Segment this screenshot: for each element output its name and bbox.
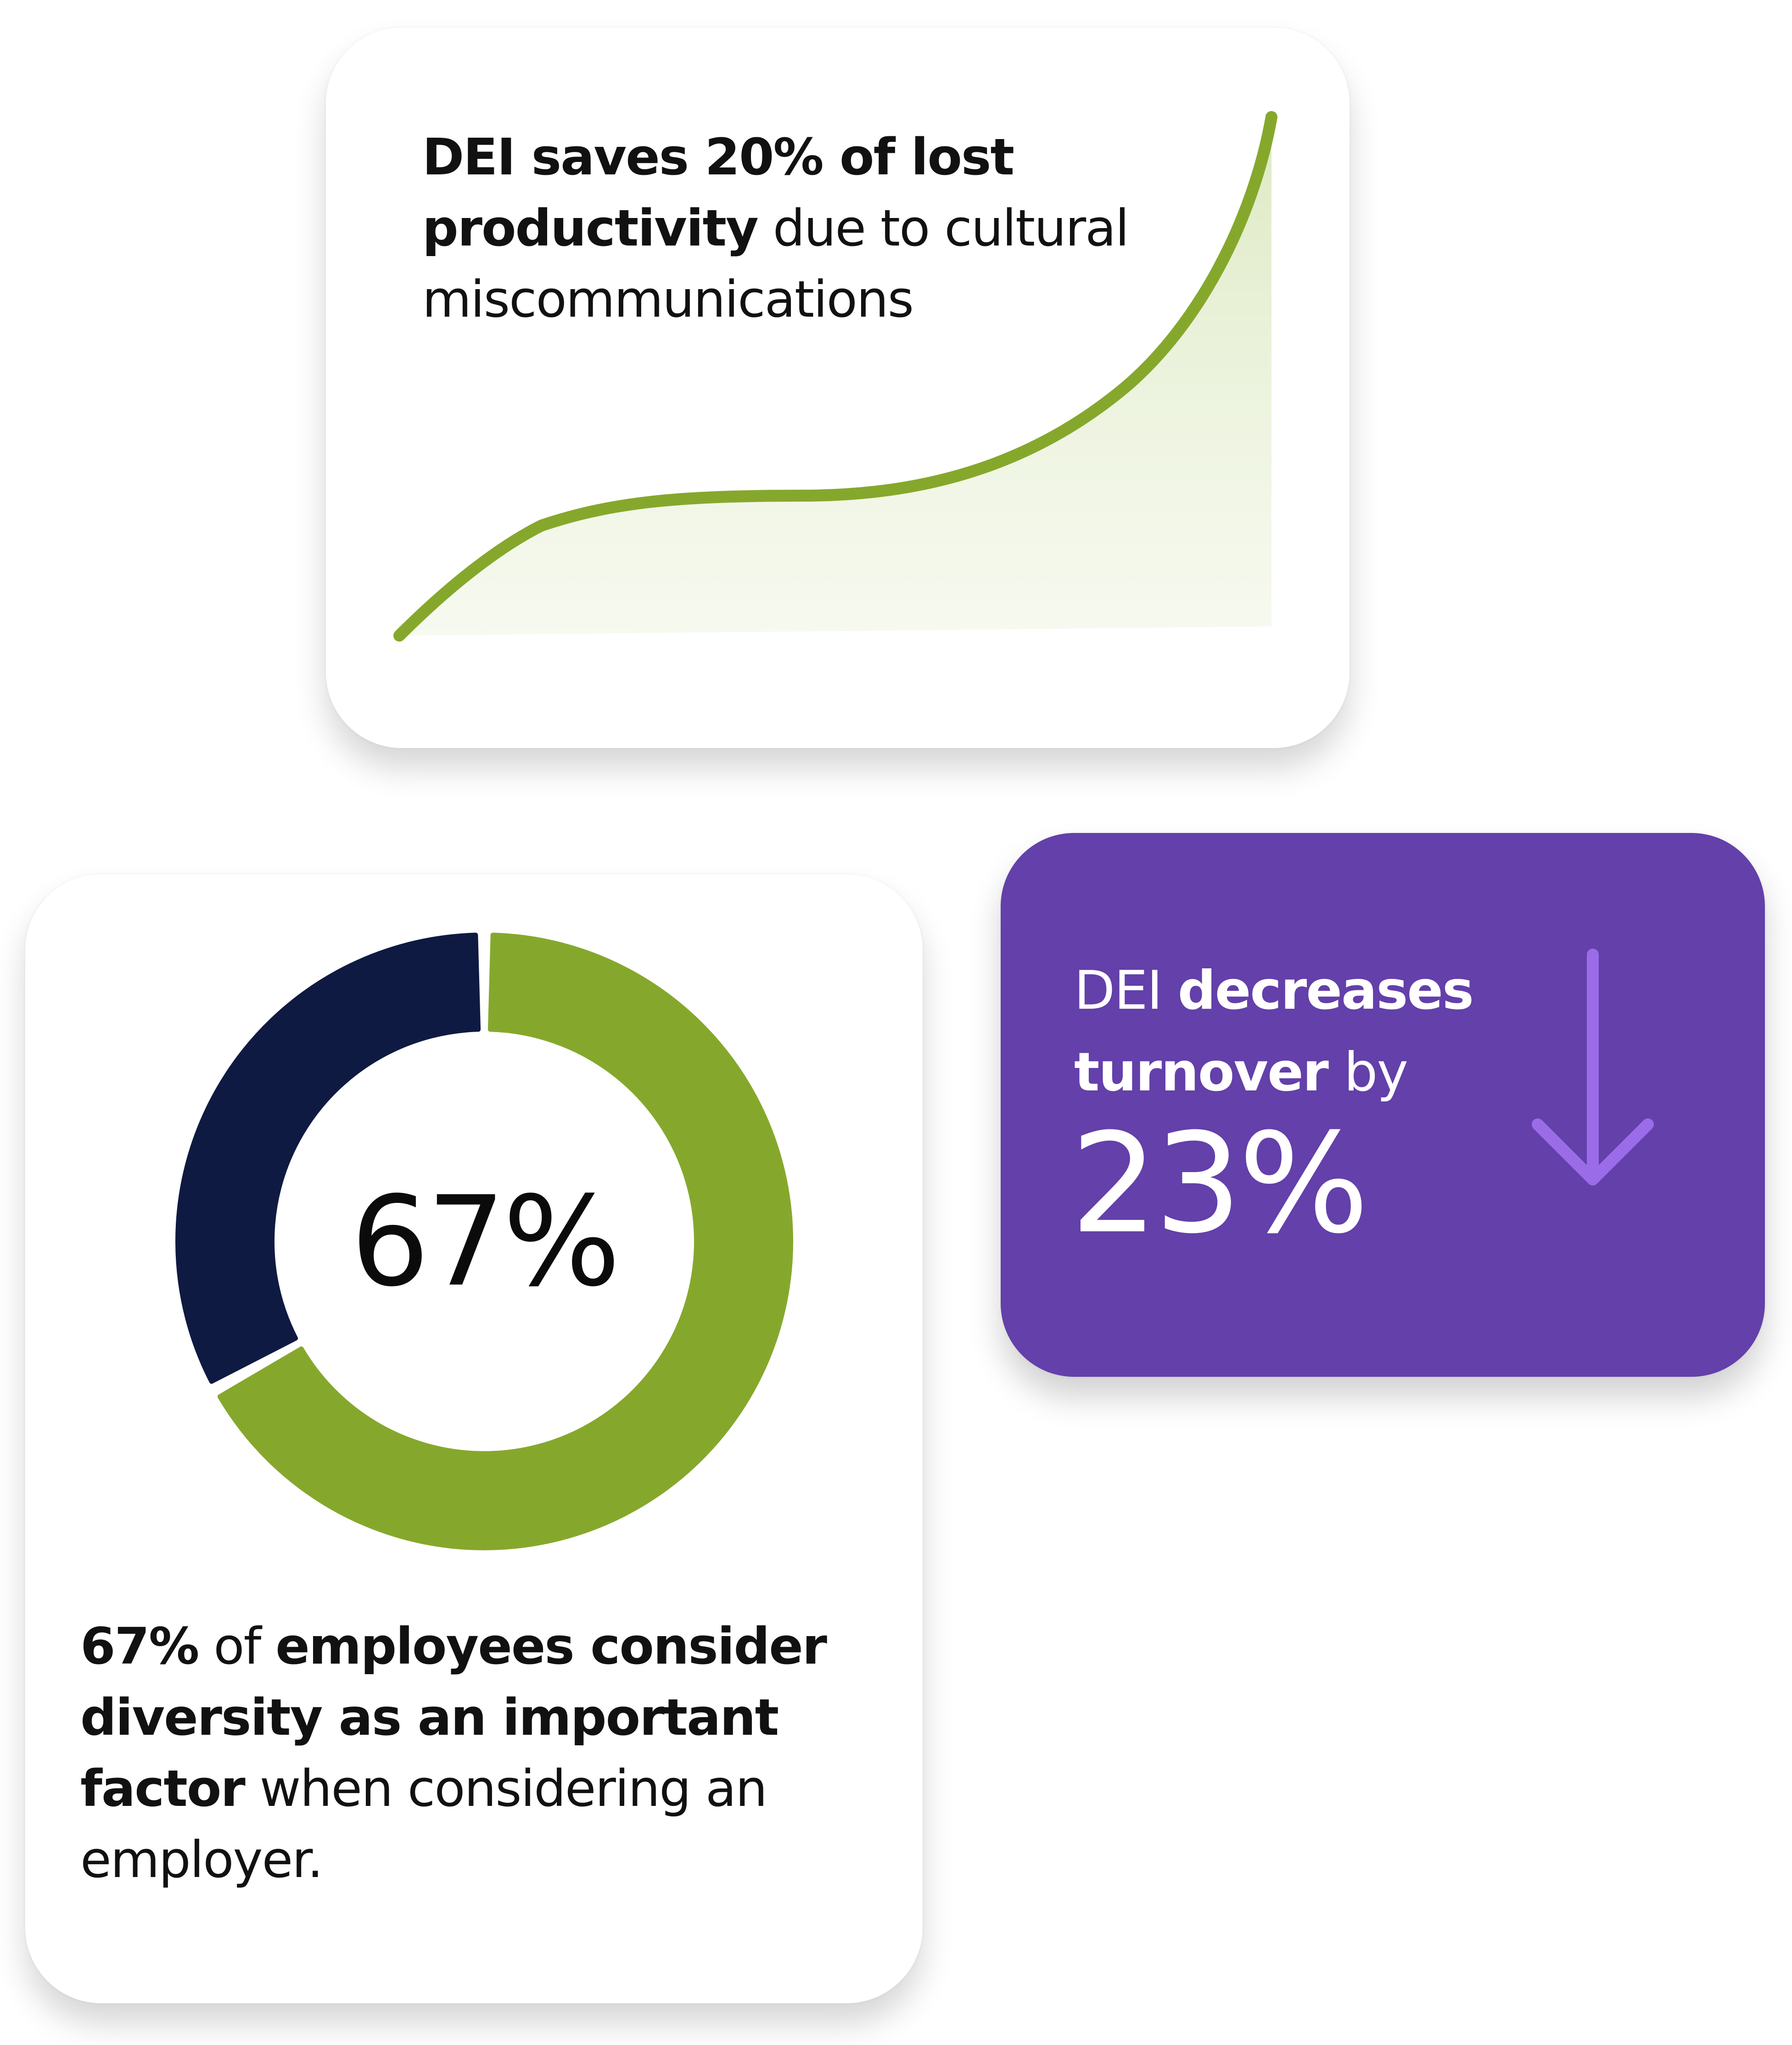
donut-segment-primary [217, 933, 793, 1550]
productivity-bold-lead: DEI saves 20% of lost [422, 128, 1014, 186]
arrow-down-icon [1532, 949, 1654, 1185]
diversity-card: 67% 67% of employees consider diversity … [25, 874, 923, 2003]
donut-segment-remainder [175, 933, 481, 1384]
turnover-card: DEI decreases turnover by 23% [1001, 833, 1765, 1377]
turnover-plain-2: by [1328, 1041, 1408, 1103]
donut-center-label: 67% [350, 1169, 621, 1314]
productivity-statement: DEI saves 20% of lost productivity due t… [422, 122, 1203, 335]
diversity-bold-lead: 67% [80, 1617, 199, 1676]
productivity-bold-continued: productivity [422, 199, 759, 257]
growth-curve-area [399, 117, 1271, 636]
productivity-card: DEI saves 20% of lost productivity due t… [326, 28, 1350, 748]
turnover-value: 23% [1070, 1104, 1369, 1264]
donut-chart [175, 933, 793, 1550]
diversity-plain-1: of [198, 1617, 276, 1676]
diversity-statement: 67% of employees consider diversity as a… [80, 1611, 888, 1895]
productivity-rest: due to cultural miscommunications [422, 199, 1129, 329]
turnover-plain-lead: DEI [1074, 960, 1178, 1022]
growth-curve-chart [393, 111, 1277, 642]
diversity-bold-2: employees consider diversity as an impor… [80, 1617, 827, 1818]
turnover-statement: DEI decreases turnover by [1074, 950, 1570, 1113]
growth-curve-line [393, 111, 1277, 642]
turnover-bold-1: decreases turnover [1074, 960, 1474, 1103]
diversity-plain-3: when considering an employer. [80, 1759, 767, 1889]
